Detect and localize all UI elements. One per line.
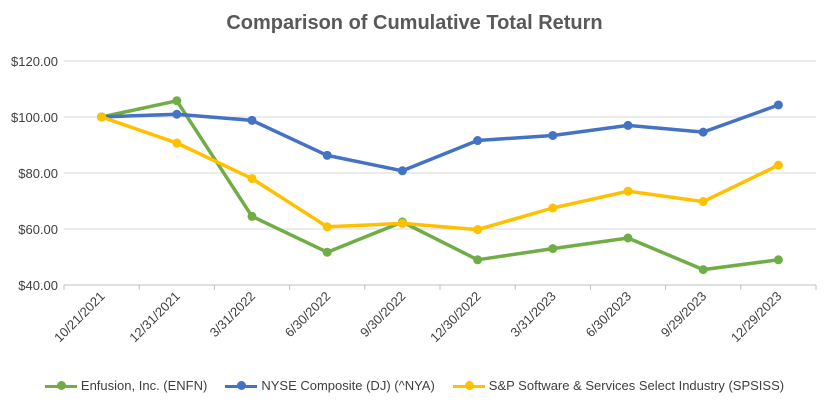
data-point	[698, 265, 708, 275]
data-point	[247, 174, 257, 184]
data-point	[397, 166, 407, 176]
x-tick-label: 9/29/2023	[658, 289, 710, 341]
data-point	[773, 100, 783, 110]
data-point	[548, 203, 558, 213]
series-lines	[97, 96, 783, 275]
data-point	[473, 225, 483, 235]
data-point	[247, 211, 257, 221]
data-point	[172, 96, 182, 106]
y-tick-label: $60.00	[18, 222, 58, 237]
legend-swatch	[225, 380, 258, 391]
x-tick-label: 10/21/2021	[51, 289, 108, 346]
x-tick-label: 12/31/2021	[126, 289, 183, 346]
legend-item: NYSE Composite (DJ) (^NYA)	[225, 378, 435, 393]
data-point	[473, 136, 483, 146]
legend-swatch	[452, 380, 485, 391]
x-tick-label: 3/31/2022	[207, 289, 259, 341]
data-point	[698, 127, 708, 137]
series-line	[99, 99, 781, 272]
legend-item: Enfusion, Inc. (ENFN)	[44, 378, 208, 393]
series-line	[99, 115, 781, 232]
legend: Enfusion, Inc. (ENFN) NYSE Composite (DJ)…	[0, 378, 829, 393]
data-point	[623, 186, 633, 196]
y-tick-label: $40.00	[18, 278, 58, 293]
data-point	[773, 160, 783, 170]
y-axis-ticks: $40.00 $60.00 $80.00 $100.00 $120.00	[11, 54, 58, 293]
y-tick-label: $80.00	[18, 166, 58, 181]
legend-swatch	[44, 380, 77, 391]
data-point	[97, 112, 107, 122]
x-tick-label: 3/31/2023	[507, 289, 559, 341]
data-point	[698, 197, 708, 207]
data-point	[172, 109, 182, 119]
legend-label: Enfusion, Inc. (ENFN)	[80, 378, 208, 393]
series-line	[99, 103, 781, 173]
chart-title: Comparison of Cumulative Total Return	[226, 12, 603, 34]
x-tick-label: 12/29/2023	[728, 289, 785, 346]
data-point	[322, 150, 332, 160]
x-tick-label: 12/30/2022	[427, 289, 484, 346]
y-tick-label: $100.00	[11, 110, 58, 125]
data-point	[623, 233, 633, 243]
data-point	[548, 244, 558, 254]
data-point	[623, 120, 633, 130]
data-point	[172, 138, 182, 148]
legend-item: S&P Software & Services Select Industry …	[452, 378, 785, 393]
gridlines	[63, 60, 817, 290]
x-tick-label: 9/30/2022	[357, 289, 409, 341]
data-point	[548, 130, 558, 140]
series-1	[97, 96, 783, 275]
x-tick-label: 6/30/2023	[583, 289, 635, 341]
x-tick-label: 6/30/2022	[282, 289, 334, 341]
data-point	[397, 218, 407, 228]
legend-label: S&P Software & Services Select Industry …	[488, 378, 785, 393]
data-point	[473, 255, 483, 265]
y-tick-label: $120.00	[11, 54, 58, 69]
series-3	[97, 112, 783, 235]
data-point	[322, 247, 332, 257]
x-axis-ticks: 10/21/2021 12/31/2021 3/31/2022 6/30/2022 9/…	[51, 289, 784, 346]
legend-label: NYSE Composite (DJ) (^NYA)	[261, 378, 435, 393]
data-point	[322, 222, 332, 232]
data-point	[247, 115, 257, 125]
data-point	[773, 255, 783, 265]
